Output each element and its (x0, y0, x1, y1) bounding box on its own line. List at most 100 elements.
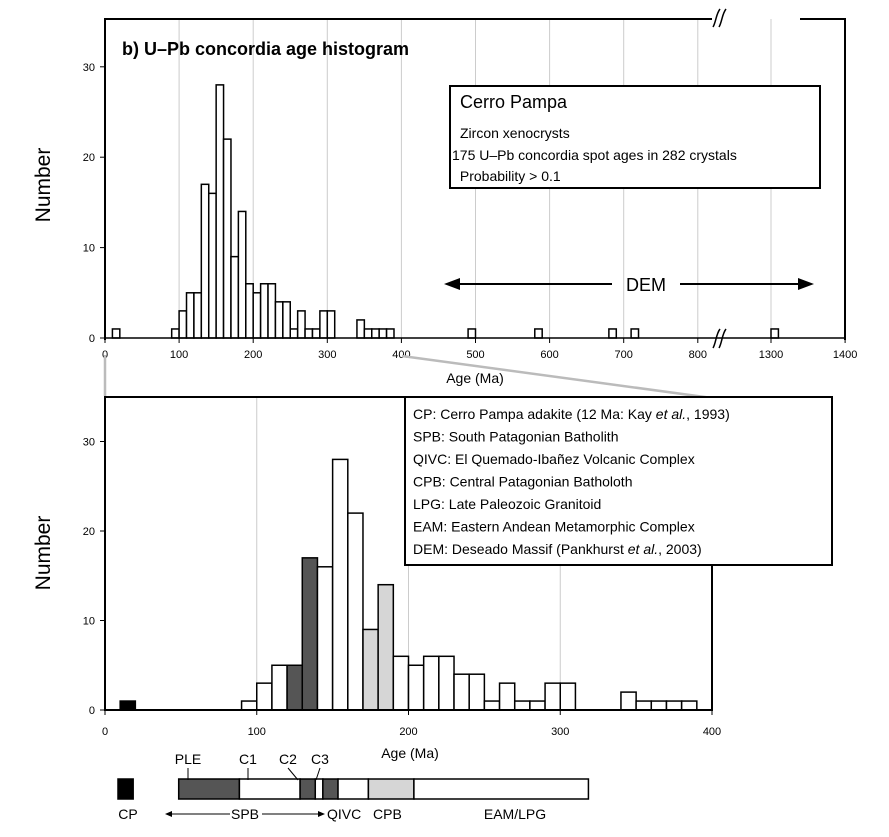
strip-label-c1: C1 (239, 751, 257, 767)
legend-entry: QIVC: El Quemado-Ibañez Volcanic Complex (413, 451, 695, 467)
bottom-y-tick-label: 30 (83, 437, 95, 449)
bottom-histogram-bar (665, 700, 683, 711)
top-x-tick-label: 1400 (833, 349, 857, 361)
top-histogram-bar (252, 292, 262, 339)
bottom-x-tick-label: 400 (703, 726, 721, 738)
bottom-histogram-bar (407, 664, 425, 711)
strip-segment (299, 778, 317, 800)
bottom-x-tick-label: 100 (248, 726, 266, 738)
top-histogram-bar (304, 328, 314, 339)
top-histogram-bar (371, 328, 380, 339)
bottom-x-tick-label: 300 (551, 726, 569, 738)
top-x-tick-label: 300 (318, 349, 336, 361)
top-histogram-bar (200, 183, 210, 339)
legend-entry: LPG: Late Paleozoic Granitoid (413, 496, 601, 512)
top-histogram-bar (185, 292, 195, 339)
dem-range-arrow: DEM (444, 275, 814, 295)
top-histogram-bar (111, 328, 121, 339)
top-histogram-bar (356, 319, 366, 339)
legend-entry: EAM: Eastern Andean Metamorphic Complex (413, 519, 695, 535)
cerro-pampa-info-box: Cerro Pampa Zircon xenocrysts 175 U–Pb c… (449, 85, 821, 189)
bottom-histogram-bar (620, 691, 637, 711)
top-x-tick-label: 700 (615, 349, 633, 361)
top-histogram-bar (630, 328, 640, 339)
bottom-histogram-bar (119, 700, 137, 711)
bottom-histogram-bar (347, 512, 364, 711)
top-histogram-bar (385, 328, 395, 339)
top-histogram-bar (326, 310, 336, 339)
top-axis-break-mark (712, 8, 727, 349)
strip-segment (337, 778, 370, 800)
strip-labels: PLE C1 C2 C3 CP SPB QIVC CPB EAM/LPG (118, 751, 546, 822)
strip-segment (117, 778, 134, 800)
bottom-histogram-bar (680, 700, 698, 711)
bottom-histogram-bar (377, 583, 395, 711)
strip-label-qivc: QIVC (327, 806, 361, 822)
top-y-tick-label: 20 (83, 152, 95, 164)
bottom-histogram-bar (635, 700, 653, 711)
strip-segment (177, 778, 241, 800)
bottom-histogram-bars (119, 458, 698, 711)
bottom-histogram-bar (483, 700, 501, 711)
dem-label: DEM (626, 275, 666, 295)
top-x-axis-label: Age (Ma) (446, 370, 504, 386)
top-histogram-bar (215, 84, 225, 339)
top-histogram-bar (282, 301, 291, 339)
abbreviation-legend-box: CP: Cerro Pampa adakite (12 Ma: Kay et a… (404, 396, 833, 566)
top-plot-frame (104, 18, 846, 340)
top-histogram-bar (296, 310, 306, 339)
top-histogram-bar (207, 192, 217, 339)
top-x-tick-label: 400 (392, 349, 410, 361)
bottom-histogram-panel: 0 100 200 300 400 0 10 20 30 Number Age (Ma) CP:… (32, 396, 833, 761)
top-histogram-bar (274, 301, 284, 339)
top-histogram-bar (259, 283, 269, 339)
bottom-y-tick-label: 20 (83, 526, 95, 538)
bottom-histogram-bar (650, 700, 668, 711)
top-x-tick-label: 1300 (759, 349, 783, 361)
strip-label-cpb: CPB (373, 806, 402, 822)
bottom-histogram-bar (240, 700, 258, 711)
top-y-tick-label: 30 (83, 62, 95, 74)
top-histogram-bar (178, 310, 188, 339)
top-chart-title: b) U–Pb concordia age histogram (122, 39, 409, 59)
bottom-y-tick-label: 0 (89, 705, 95, 717)
bottom-histogram-bar (256, 682, 273, 711)
bottom-histogram-bar (453, 673, 470, 711)
info-box-title: Cerro Pampa (460, 92, 568, 112)
strip-label-spb: SPB (231, 806, 259, 822)
strip-segment (322, 778, 339, 800)
bottom-histogram-bar (544, 682, 562, 711)
info-box-line-1: Zircon xenocrysts (460, 125, 570, 141)
bottom-histogram-bar (301, 557, 319, 711)
info-box-line-3: Probability > 0.1 (456, 168, 561, 184)
bottom-x-tick-label: 0 (102, 726, 108, 738)
bottom-x-axis-label: Age (Ma) (381, 745, 439, 761)
bottom-histogram-bar (498, 682, 516, 711)
top-y-tick-label: 10 (83, 243, 95, 255)
bottom-histogram-bar (559, 682, 577, 711)
top-histogram-bar (311, 328, 321, 339)
top-histogram-bar (245, 283, 254, 339)
top-histogram-bar (534, 328, 543, 339)
strip-segment (413, 778, 590, 800)
top-x-tick-label: 200 (244, 349, 262, 361)
top-x-tick-label: 500 (466, 349, 484, 361)
strip-label-c2: C2 (279, 751, 297, 767)
legend-entry: CPB: Central Patagonian Batholoth (413, 474, 632, 490)
top-histogram-bar (222, 138, 232, 339)
bottom-histogram-bar (513, 700, 531, 711)
top-y-tick-label: 0 (89, 333, 95, 345)
top-histogram-bar (378, 328, 388, 339)
strip-segment (238, 778, 301, 800)
strip-segment (367, 778, 415, 800)
bottom-y-tick-label: 10 (83, 616, 95, 628)
bottom-y-axis-label: Number (32, 516, 55, 591)
info-box-line-2: 175 U–Pb concordia spot ages in 282 crys… (452, 147, 737, 163)
bottom-histogram-bar (331, 458, 349, 711)
top-histogram-panel: 0 100 200 300 400 500 600 700 800 1300 14000102030… (32, 8, 858, 386)
top-x-tick-label: 600 (540, 349, 558, 361)
bottom-x-tick-label: 200 (399, 726, 417, 738)
legend-entry: SPB: South Patagonian Batholith (413, 429, 618, 445)
